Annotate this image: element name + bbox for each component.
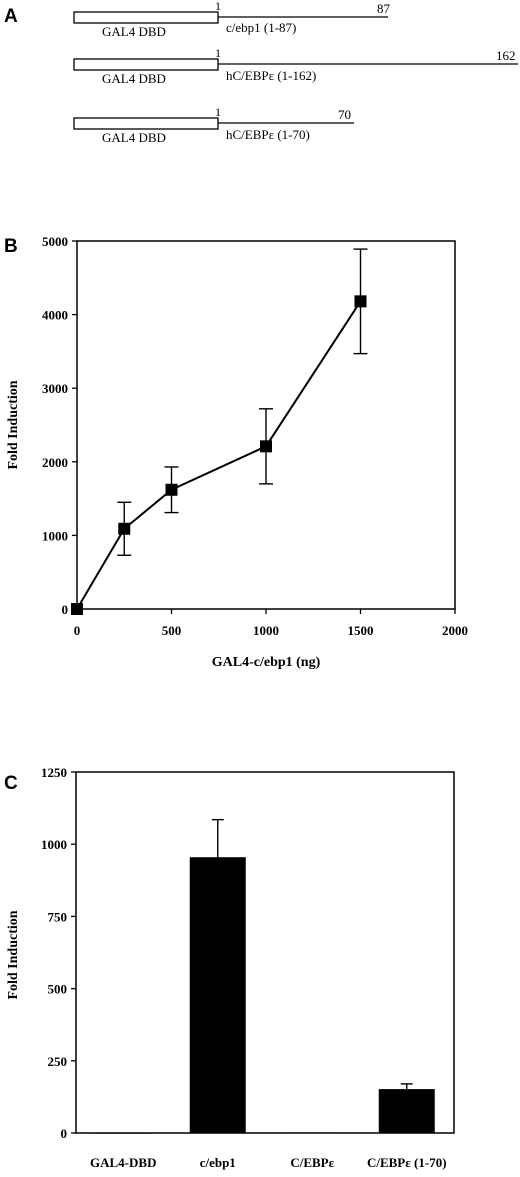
y-tick-label: 1000 — [41, 837, 67, 852]
gal4-dbd-label: GAL4 DBD — [102, 71, 166, 86]
y-axis: 0 1000 2000 3000 4000 5000 — [42, 234, 77, 617]
bar — [189, 857, 246, 1133]
data-point — [354, 295, 367, 308]
bar-marks — [95, 818, 435, 1134]
bar — [378, 1089, 435, 1133]
y-tick-label: 3000 — [42, 381, 68, 396]
x-tick-label: 1000 — [253, 623, 279, 638]
panel-c-letter: C — [4, 773, 18, 794]
end-label: 70 — [338, 107, 351, 122]
construct-3: GAL4 DBD 1 70 hC/EBPε (1-70) — [73, 105, 354, 145]
x-tick-label: 500 — [162, 623, 182, 638]
y-axis-label: Fold Induction — [6, 380, 21, 469]
construct-2: GAL4 DBD 1 162 hC/EBPε (1-162) — [73, 46, 518, 86]
data-point — [260, 440, 272, 453]
y-tick-label: 4000 — [42, 308, 68, 323]
x-category-label: C/EBPε (1-70) — [367, 1155, 447, 1170]
y-tick-label: 1250 — [41, 765, 67, 780]
x-tick-label: 0 — [74, 623, 81, 638]
y-tick-label: 5000 — [42, 234, 68, 249]
plot-frame — [75, 771, 455, 1134]
gal4-dbd-box — [73, 117, 219, 130]
construct-name: c/ebp1 (1-87) — [226, 20, 296, 35]
x-category-label: C/EBPε — [290, 1155, 334, 1170]
construct-1: GAL4 DBD 1 87 c/ebp1 (1-87) — [73, 0, 391, 39]
y-tick-label: 250 — [48, 1054, 68, 1069]
y-tick-label: 750 — [48, 909, 68, 924]
data-point — [118, 522, 131, 535]
data-point — [71, 603, 83, 615]
series-marks — [71, 248, 368, 615]
series-line — [76, 300, 362, 610]
gal4-dbd-label: GAL4 DBD — [102, 130, 166, 145]
bar — [284, 1132, 341, 1134]
start-label: 1 — [215, 0, 221, 13]
y-tick-label: 2000 — [42, 455, 68, 470]
x-tick-label: 1500 — [348, 623, 374, 638]
start-label: 1 — [215, 46, 221, 60]
panel-c: C 0 250 500 750 1000 1250 GAL4-DBD c/ebp1 C/EBP… — [4, 765, 455, 1170]
x-category-label: GAL4-DBD — [90, 1155, 156, 1170]
end-label: 87 — [377, 1, 391, 16]
y-axis-label: Fold Induction — [6, 910, 21, 999]
x-axis-label: GAL4-c/ebp1 (ng) — [212, 655, 321, 670]
gal4-dbd-label: GAL4 DBD — [102, 24, 166, 39]
y-tick-label: 500 — [48, 982, 68, 997]
gal4-dbd-box — [73, 11, 219, 24]
panel-b: B 0 1000 2000 3000 4000 5000 0 500 1000 1500 2000… — [4, 234, 468, 670]
panel-b-letter: B — [4, 236, 18, 257]
x-axis: 0 500 1000 1500 2000 — [74, 609, 468, 638]
x-category-label: c/ebp1 — [200, 1155, 236, 1170]
bar — [95, 1132, 152, 1134]
x-tick-label: 2000 — [442, 623, 468, 638]
panel-a-letter: A — [4, 6, 18, 27]
panel-a: A GAL4 DBD 1 87 c/ebp1 (1-87) GAL4 DBD 1… — [4, 0, 518, 145]
start-label: 1 — [215, 105, 221, 119]
end-label: 162 — [496, 48, 516, 63]
construct-name: hC/EBPε (1-70) — [226, 127, 310, 142]
y-axis: 0 250 500 750 1000 1250 — [41, 765, 76, 1141]
y-tick-label: 0 — [62, 602, 69, 617]
y-tick-label: 1000 — [42, 528, 68, 543]
x-axis: GAL4-DBD c/ebp1 C/EBPε C/EBPε (1-70) — [90, 1155, 447, 1170]
data-point — [165, 483, 178, 496]
construct-name: hC/EBPε (1-162) — [226, 68, 316, 83]
y-tick-label: 0 — [61, 1126, 68, 1141]
gal4-dbd-box — [73, 58, 219, 71]
